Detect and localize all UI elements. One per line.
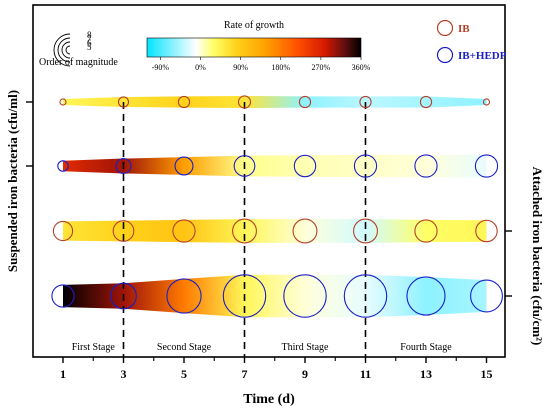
x-tick-label: 15 [481,367,493,381]
bubble-marker [298,95,312,109]
y-axis-right-label: Attached iron bacteria (cfu/cm²) [530,167,545,346]
stage-label: Third Stage [282,342,329,353]
bubble-marker [283,274,327,318]
growth-band [63,274,487,318]
stage-boundaries [122,102,367,357]
bubble-marker [117,96,130,108]
y-axis-left-label: Suspended iron bacteria (cfu/ml) [5,90,20,272]
bubble-marker [222,274,267,318]
colorbar-tick-label: 270% [312,63,331,72]
magnitude-arc [57,37,71,63]
stage-label: First Stage [72,342,116,353]
bubble-marker [359,95,372,109]
magnitude-label: 6 [87,38,92,48]
right-axis-ticks [505,230,512,297]
bubble-marker [115,157,132,175]
colorbar-tick-label: 90% [233,63,248,72]
legend-label: IB+HEDP [458,50,507,62]
bubble-markers [51,95,503,318]
bubble-marker [353,154,378,178]
magnitude-label: 5 [87,42,92,52]
x-tick-label: 3 [121,367,127,381]
bubble-marker [474,154,499,178]
bubble-marker [414,154,438,178]
growth-band [63,154,487,178]
stage-labels: First Stage Second Stage Third Stage Fourth… [72,342,453,353]
magnitude-arc [53,33,71,67]
colorbar-swatch [146,37,362,58]
legend-label: IB [458,23,470,35]
x-tick-label: 13 [420,367,432,381]
bubble-marker [353,218,378,244]
x-axis: 1 3 5 7 9 11 13 15 [60,357,493,381]
colorbar-tick-label: 0% [195,63,206,72]
bubble-marker [172,219,196,243]
growth-band [63,219,487,243]
series-legend: IB IB+HEDP [436,19,507,64]
bubble-marker [237,95,252,109]
x-axis-label: Time (d) [243,392,295,407]
magnitude-arc [65,45,71,55]
bubble-marker [177,95,191,109]
bubble-marker [292,218,318,244]
x-tick-label: 5 [181,367,187,381]
colorbar-legend: Rate of growth -90% 0% 90% 180% 270% 360% [146,20,371,72]
bubble-marker [414,219,438,243]
bubble-marker [174,156,194,176]
x-tick-label: 9 [302,367,308,381]
legend-marker [436,19,454,37]
stage-label: Fourth Stage [400,342,452,353]
colorbar-tick-label: 180% [271,63,290,72]
bubble-marker [343,274,388,318]
bubble-marker [233,155,256,177]
colorbar-title: Rate of growth [224,20,284,31]
x-tick-label: 1 [60,367,66,381]
legend-marker [436,46,454,64]
colorbar-tick-label: 360% [352,63,371,72]
bubble-marker [232,218,257,244]
magnitude-arc [61,41,71,59]
bubble-marker [110,282,137,310]
x-tick-label: 11 [360,367,371,381]
bubble-marker [406,276,446,316]
bubble-marker [293,154,317,178]
bubble-marker [166,278,202,314]
bubble-marker [51,284,75,308]
bubble-marker [52,220,74,242]
magnitude-label: 7 [87,34,92,44]
left-axis-ticks [26,101,33,167]
magnitude-legend-title: Order of magnitude [39,57,118,68]
bubble-marker [419,95,433,109]
x-tick-label: 7 [242,367,248,381]
stage-label: Second Stage [157,342,212,353]
bubble-marker [482,98,491,106]
bubble-marker [57,160,69,172]
growth-bands [63,95,487,318]
bubble-marker [59,98,67,106]
growth-band [63,95,487,109]
colorbar-tick-label: -90% [152,63,170,72]
bubble-marker [475,219,498,243]
bubble-marker [470,279,503,313]
magnitude-label: 8 [87,30,92,40]
colorbar-ticks: -90% 0% 90% 180% 270% 360% [152,57,371,72]
bubble-marker [112,220,135,242]
